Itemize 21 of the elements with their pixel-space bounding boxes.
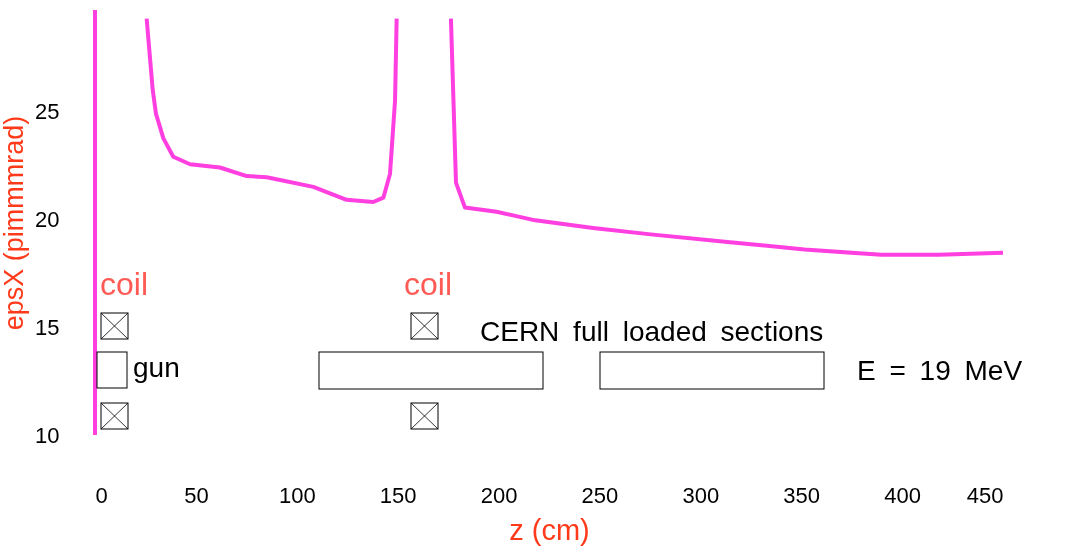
- annotation: E = 19 MeV: [857, 355, 1023, 386]
- x-tick-label: 400: [884, 482, 921, 508]
- x-axis-title: z (cm): [509, 513, 590, 546]
- annotation: CERN full loaded sections: [480, 316, 824, 347]
- x-tick-label: 0: [95, 482, 108, 508]
- x-tick-label: 350: [783, 482, 821, 508]
- annotation: gun: [133, 352, 180, 383]
- x-tick-label: 100: [278, 482, 316, 508]
- x-tick-label: 150: [379, 482, 417, 508]
- y-tick-label: 10: [35, 422, 60, 448]
- y-axis-title: epsX (pimmmrad): [0, 115, 30, 331]
- x-tick-label: 250: [581, 482, 619, 508]
- y-tick-label: 25: [35, 98, 60, 124]
- annotation: coil: [100, 266, 149, 302]
- x-tick-label: 200: [480, 482, 518, 508]
- y-tick-label: 20: [35, 206, 60, 232]
- y-tick-label: 15: [35, 314, 60, 340]
- x-tick-label: 450: [966, 482, 1004, 508]
- annotation: coil: [404, 266, 453, 302]
- x-tick-label: 50: [184, 482, 209, 508]
- x-tick-label: 300: [682, 482, 720, 508]
